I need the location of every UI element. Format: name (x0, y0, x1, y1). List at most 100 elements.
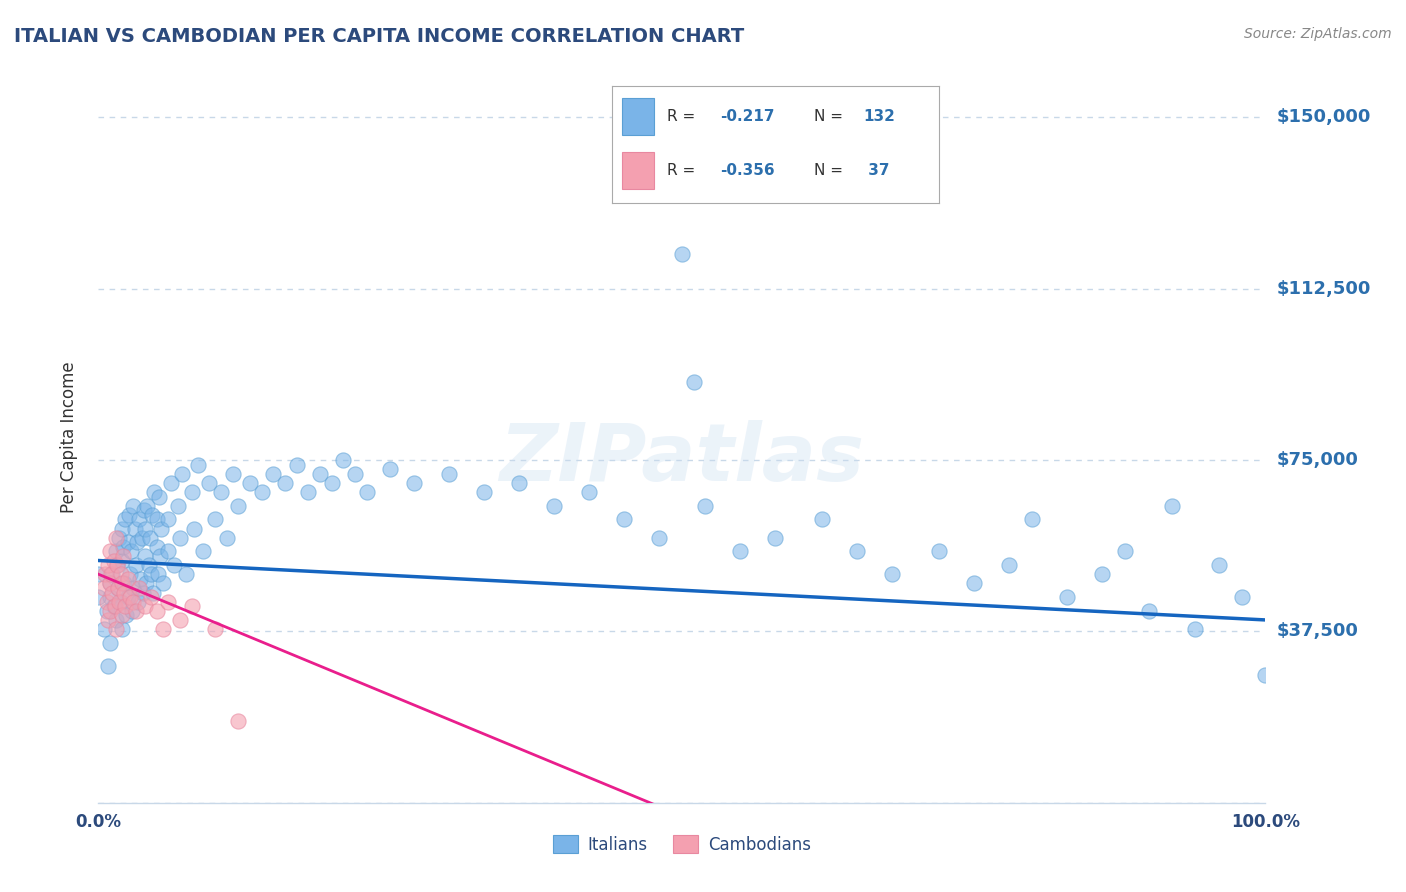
Point (402, 475, 425, 490)
Text: $75,000: $75,000 (1277, 451, 1358, 469)
Point (117, 590, 139, 604)
Point (114, 512, 136, 526)
Point (198, 475, 221, 490)
Point (118, 508, 141, 522)
Point (125, 604, 148, 618)
Point (321, 475, 343, 490)
Point (157, 594, 180, 608)
Point (111, 576, 134, 591)
Point (108, 594, 131, 608)
Text: ITALIAN VS CAMBODIAN PER CAPITA INCOME CORRELATION CHART: ITALIAN VS CAMBODIAN PER CAPITA INCOME C… (14, 27, 744, 45)
Point (215, 531, 238, 545)
Text: $150,000: $150,000 (1277, 108, 1371, 126)
Point (97, 558, 120, 573)
Point (152, 576, 174, 591)
Point (121, 604, 143, 618)
Point (135, 576, 157, 591)
Point (111, 540, 134, 554)
Point (105, 558, 128, 573)
Point (332, 453, 354, 467)
Point (111, 549, 134, 563)
Point (105, 558, 128, 573)
Point (285, 458, 308, 472)
Point (120, 544, 142, 558)
Point (98, 590, 121, 604)
Point (139, 567, 162, 582)
Point (763, 531, 786, 545)
Point (146, 604, 169, 618)
Point (104, 599, 127, 614)
Point (117, 535, 139, 549)
Point (103, 599, 125, 614)
Point (104, 531, 127, 545)
Point (209, 484, 232, 499)
Point (1254, 667, 1277, 681)
Point (169, 531, 191, 545)
Point (1021, 512, 1043, 526)
Point (180, 484, 202, 499)
Point (125, 535, 148, 549)
Point (150, 521, 173, 535)
Point (93, 622, 115, 636)
Point (104, 613, 127, 627)
Point (239, 475, 262, 490)
Point (118, 567, 141, 582)
Point (127, 594, 149, 608)
Point (928, 544, 950, 558)
Point (110, 594, 132, 608)
Point (111, 622, 134, 636)
Point (107, 581, 129, 595)
Point (108, 531, 131, 545)
Point (98, 576, 121, 591)
Point (111, 608, 134, 623)
Y-axis label: Per Capita Income: Per Capita Income (59, 361, 77, 513)
Point (131, 531, 153, 545)
Point (166, 499, 188, 513)
Point (115, 608, 138, 623)
Point (163, 558, 186, 573)
Point (96, 604, 118, 618)
Point (103, 553, 125, 567)
Point (250, 484, 273, 499)
Point (187, 458, 209, 472)
Point (142, 585, 165, 599)
Point (221, 467, 243, 481)
Text: Source: ZipAtlas.com: Source: ZipAtlas.com (1244, 27, 1392, 41)
Point (134, 599, 156, 614)
Point (228, 499, 250, 513)
Point (87, 590, 110, 604)
Point (146, 567, 169, 582)
Point (997, 558, 1019, 573)
Point (138, 558, 160, 573)
Point (543, 499, 565, 513)
Point (730, 544, 752, 558)
Point (101, 567, 124, 582)
Point (380, 462, 402, 476)
Point (93, 581, 115, 595)
Point (149, 549, 172, 563)
Point (1184, 622, 1206, 636)
Text: $37,500: $37,500 (1277, 623, 1358, 640)
Point (96, 594, 118, 608)
Point (98, 604, 121, 618)
Point (141, 508, 163, 522)
Point (111, 553, 134, 567)
Point (118, 590, 141, 604)
Point (139, 590, 162, 604)
Point (100, 567, 122, 582)
Point (880, 567, 903, 582)
Point (228, 714, 250, 728)
Point (125, 558, 148, 573)
Point (309, 467, 332, 481)
Point (174, 567, 197, 582)
Text: $112,500: $112,500 (1277, 279, 1371, 298)
Point (172, 467, 194, 481)
Point (1114, 544, 1136, 558)
Point (148, 490, 170, 504)
Point (157, 544, 180, 558)
Point (1230, 590, 1253, 604)
Point (129, 572, 152, 586)
Text: ZIPatlas: ZIPatlas (499, 420, 865, 498)
Point (682, 375, 704, 389)
Point (962, 576, 984, 591)
